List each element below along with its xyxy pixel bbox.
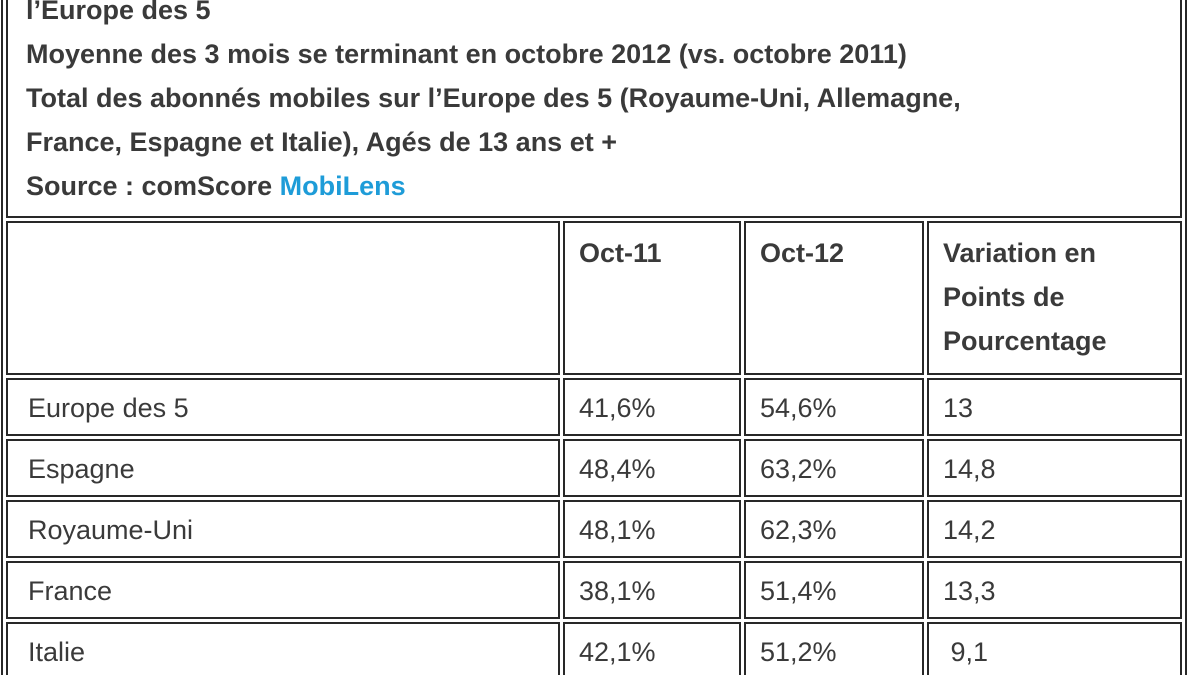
oct11-cell: 48,4% bbox=[563, 439, 741, 497]
oct11-cell: 42,1% bbox=[563, 622, 741, 675]
title-line-4: France, Espagne et Italie), Agés de 13 a… bbox=[26, 127, 617, 157]
title-line-3: Total des abonnés mobiles sur l’Europe d… bbox=[26, 83, 961, 113]
table-row-france: France 38,1% 51,4% 13,3 bbox=[6, 561, 1183, 619]
title-line-1: l’Europe des 5 bbox=[26, 0, 211, 25]
oct12-cell: 51,4% bbox=[744, 561, 924, 619]
title-line-2: Moyenne des 3 mois se terminant en octob… bbox=[26, 39, 907, 69]
variation-cell: 9,1 bbox=[927, 622, 1183, 675]
oct11-cell: 48,1% bbox=[563, 500, 741, 558]
table-row-espagne: Espagne 48,4% 63,2% 14,8 bbox=[6, 439, 1183, 497]
header-row: Oct-11 Oct-12 Variation en Points de Pou… bbox=[6, 221, 1183, 375]
column-header-empty bbox=[6, 221, 560, 375]
oct11-cell: 38,1% bbox=[563, 561, 741, 619]
oct11-cell: 41,6% bbox=[563, 378, 741, 436]
source-line: Source : comScore MobiLens bbox=[26, 164, 1162, 208]
row-label-cell: Europe des 5 bbox=[6, 378, 560, 436]
variation-cell: 13,3 bbox=[927, 561, 1183, 619]
variation-cell: 13 bbox=[927, 378, 1183, 436]
oct12-cell: 54,6% bbox=[744, 378, 924, 436]
table-row-europe-des-5: Europe des 5 41,6% 54,6% 13 bbox=[6, 378, 1183, 436]
title-row: l’Europe des 5 Moyenne des 3 mois se ter… bbox=[6, 0, 1183, 218]
oct12-cell: 51,2% bbox=[744, 622, 924, 675]
table-row-royaume-uni: Royaume-Uni 48,1% 62,3% 14,2 bbox=[6, 500, 1183, 558]
row-label-cell: Italie bbox=[6, 622, 560, 675]
oct12-cell: 62,3% bbox=[744, 500, 924, 558]
variation-cell: 14,8 bbox=[927, 439, 1183, 497]
variation-cell: 14,2 bbox=[927, 500, 1183, 558]
row-label-cell: Royaume-Uni bbox=[6, 500, 560, 558]
row-label-cell: France bbox=[6, 561, 560, 619]
table-title-cell: l’Europe des 5 Moyenne des 3 mois se ter… bbox=[6, 0, 1183, 218]
mobilens-link[interactable]: MobiLens bbox=[279, 171, 406, 201]
row-label-cell: Espagne bbox=[6, 439, 560, 497]
oct12-cell: 63,2% bbox=[744, 439, 924, 497]
column-header-variation: Variation en Points de Pourcentage bbox=[927, 221, 1183, 375]
column-header-oct-11: Oct-11 bbox=[563, 221, 741, 375]
source-prefix: Source : comScore bbox=[26, 171, 280, 201]
column-header-oct-12: Oct-12 bbox=[744, 221, 924, 375]
table-row-italie: Italie 42,1% 51,2% 9,1 bbox=[6, 622, 1183, 675]
